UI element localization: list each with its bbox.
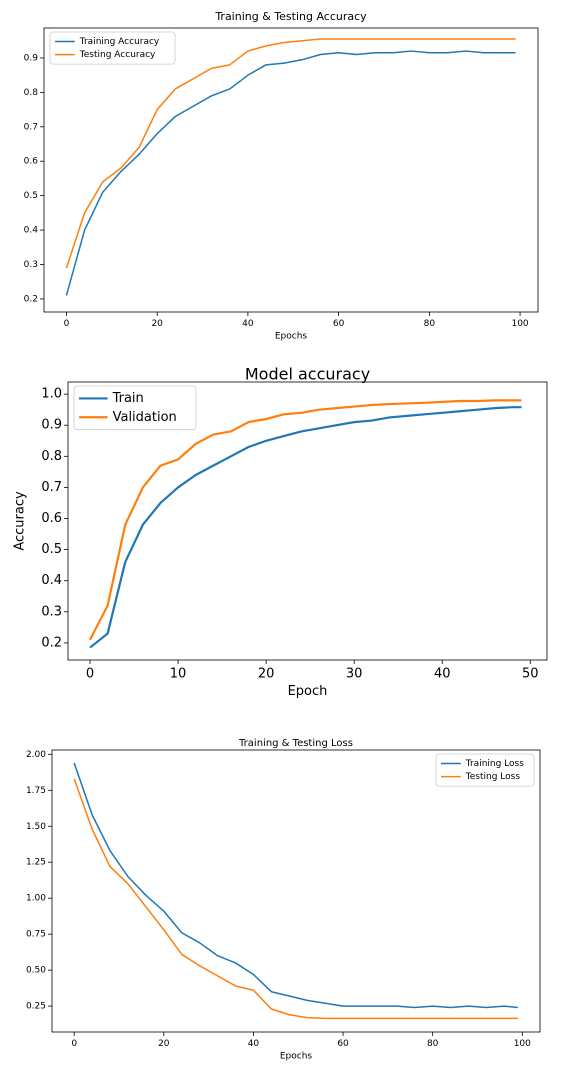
y-tick-label: 0.50 [26, 966, 46, 976]
x-tick-label: 30 [346, 666, 363, 681]
x-tick-label: 10 [170, 666, 187, 681]
y-tick-label: 0.8 [41, 449, 62, 464]
legend-box [73, 385, 197, 431]
x-tick-label: 50 [522, 666, 539, 681]
y-tick-label: 0.7 [41, 480, 62, 495]
y-tick-label: 0.9 [24, 53, 39, 63]
y-tick-label: 0.7 [24, 122, 38, 132]
x-tick-label: 80 [427, 1039, 439, 1049]
legend-label: Testing Loss [465, 772, 521, 782]
legend-label: Training Accuracy [79, 37, 160, 47]
x-tick-label: 100 [511, 319, 528, 329]
x-tick-label: 0 [86, 666, 94, 681]
x-tick-label: 0 [71, 1039, 77, 1049]
plot-frame [51, 749, 541, 1033]
x-tick-label: 100 [514, 1039, 531, 1049]
y-tick-label: 1.0 [41, 387, 62, 402]
series-line [73, 762, 518, 1009]
y-tick-label: 1.00 [26, 894, 46, 904]
legend-label: Validation [113, 410, 177, 425]
series-line [89, 399, 522, 641]
legend-label: Testing Accuracy [79, 50, 156, 60]
y-tick-label: 0.5 [41, 542, 62, 557]
x-tick-label: 20 [151, 319, 163, 329]
legend-box [49, 31, 176, 65]
x-tick-label: 60 [337, 1039, 349, 1049]
x-axis-label: Epoch [288, 684, 328, 699]
x-tick-label: 40 [248, 1039, 260, 1049]
y-tick-label: 0.4 [41, 573, 62, 588]
plot-frame [67, 381, 548, 661]
x-tick-label: 80 [424, 319, 436, 329]
y-axis-label: Accuracy [13, 491, 28, 551]
legend-label: Train [112, 391, 144, 406]
y-tick-label: 0.3 [24, 260, 38, 270]
y-tick-label: 0.25 [26, 1002, 46, 1012]
x-tick-label: 40 [434, 666, 451, 681]
legend-label: Training Loss [465, 759, 524, 769]
legend-box [435, 753, 535, 787]
chart-title: Training & Testing Accuracy [214, 10, 367, 23]
y-tick-label: 0.3 [41, 604, 62, 619]
y-tick-label: 0.2 [41, 635, 62, 650]
y-tick-label: 0.9 [41, 418, 62, 433]
y-tick-label: 1.25 [26, 858, 46, 868]
y-tick-label: 1.75 [26, 786, 46, 796]
y-tick-label: 0.6 [41, 511, 62, 526]
series-line [89, 406, 522, 649]
series-line [73, 778, 518, 1020]
y-tick-label: 0.4 [24, 226, 39, 236]
y-tick-label: 0.8 [24, 88, 39, 98]
series-line [65, 50, 516, 296]
y-tick-label: 0.2 [24, 294, 38, 304]
y-tick-label: 2.00 [26, 750, 46, 760]
x-tick-label: 60 [333, 319, 345, 329]
y-tick-label: 0.5 [24, 191, 38, 201]
x-tick-label: 40 [242, 319, 254, 329]
x-axis-label: Epochs [280, 1052, 313, 1062]
y-tick-label: 1.50 [26, 822, 46, 832]
y-tick-label: 0.6 [24, 157, 39, 167]
plot-frame [43, 27, 539, 313]
series-line [65, 38, 516, 269]
chart-title: Model accuracy [245, 365, 370, 384]
x-axis-label: Epochs [275, 332, 308, 342]
x-tick-label: 20 [158, 1039, 170, 1049]
x-tick-label: 0 [64, 319, 70, 329]
x-tick-label: 20 [258, 666, 275, 681]
y-tick-label: 0.75 [26, 930, 46, 940]
chart-title: Training & Testing Loss [238, 738, 353, 749]
